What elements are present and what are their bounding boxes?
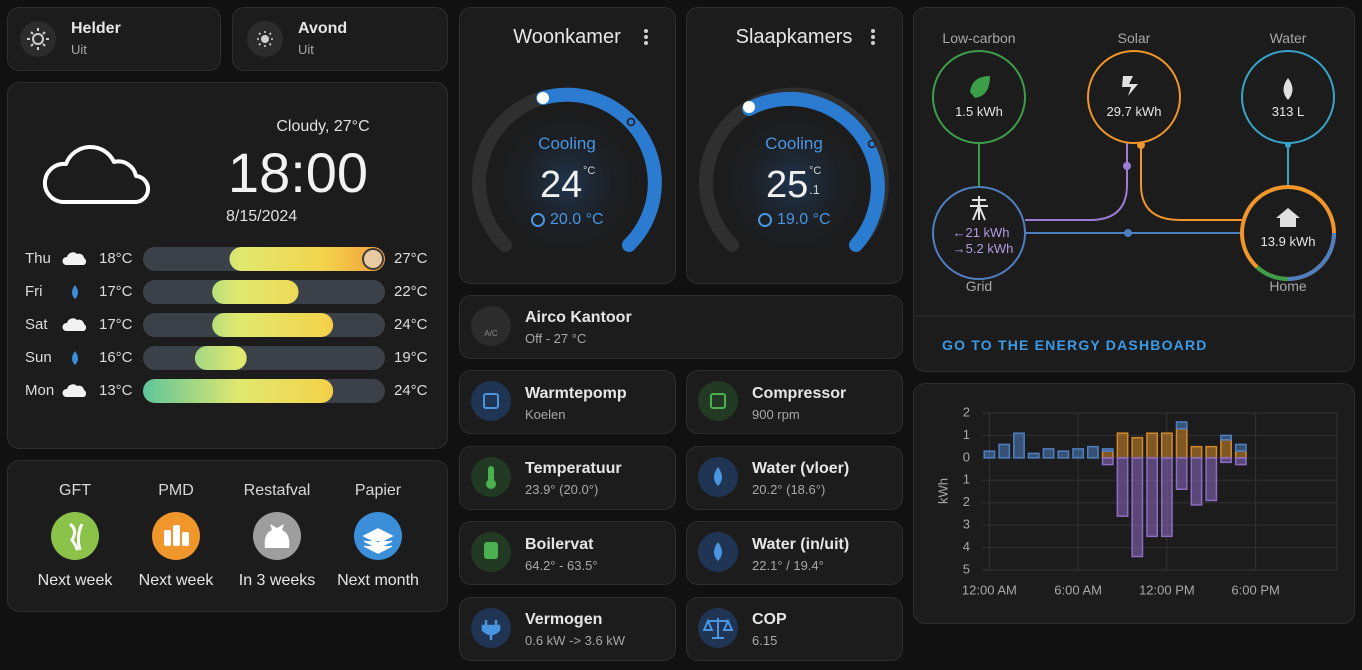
thermostat-target: 25: [766, 164, 809, 206]
flow-label: Home: [1269, 278, 1307, 294]
tile[interactable]: [459, 370, 676, 434]
tile-name: Vermogen: [525, 611, 603, 628]
energy-dashboard-link[interactable]: GO TO THE ENERGY DASHBOARD: [942, 337, 1208, 353]
waste-when: Next week: [138, 572, 214, 589]
thermostat-name: Slaapkamers: [735, 26, 853, 48]
waste-when: Next month: [337, 572, 419, 589]
scene-name: Avond: [298, 20, 348, 37]
energy-flow-card: [913, 7, 1355, 372]
tile-state: 22.1° / 19.4°: [752, 558, 824, 573]
weather-time: 18:00: [227, 141, 369, 204]
flow-label: Water: [1269, 30, 1307, 46]
thermostat-current: 19.0 °C: [777, 211, 831, 228]
tile-state: 20.2° (18.6°): [752, 482, 826, 497]
weather-date: 8/15/2024: [226, 208, 298, 225]
scene-state: Uit: [71, 42, 87, 57]
scene-card[interactable]: [232, 7, 448, 71]
waste-when: Next week: [37, 572, 113, 589]
tile-name: Water (vloer): [752, 460, 850, 477]
thermostat-name: Woonkamer: [513, 26, 621, 48]
flow-label: Solar: [1117, 30, 1151, 46]
airco-state: Off - 27 °C: [525, 331, 587, 346]
tile-state: 23.9° (20.0°): [525, 482, 599, 497]
tile-state: 900 rpm: [752, 407, 800, 422]
tile-name: Temperatuur: [525, 460, 622, 477]
thermostat-target-decimal: .1: [809, 182, 820, 197]
scene-name: Helder: [71, 20, 121, 37]
flow-grid-export: →5.2 kWh: [952, 241, 1014, 256]
thermostat-mode: Cooling: [538, 134, 596, 153]
tile[interactable]: [459, 521, 676, 585]
flow-label: Grid: [965, 278, 993, 294]
flow-value: 29.7 kWh: [1106, 104, 1162, 119]
flow-value: 13.9 kWh: [1260, 234, 1316, 249]
energy-chart-card: [913, 383, 1355, 624]
thermostat-unit: °C: [809, 165, 822, 177]
tile-state: 64.2° - 63.5°: [525, 558, 598, 573]
waste-name: Restafval: [243, 482, 311, 499]
tile[interactable]: [686, 597, 903, 661]
tile-name: Water (in/uit): [752, 536, 850, 553]
weather-condition: Cloudy, 27°C: [276, 118, 370, 135]
thermostat-unit: °C: [583, 165, 596, 177]
thermostat-target: 24: [540, 164, 583, 206]
tile[interactable]: [459, 597, 676, 661]
airco-icon-label: A/C: [484, 329, 498, 338]
airco-name: Airco Kantoor: [525, 309, 632, 326]
waste-when: In 3 weeks: [238, 572, 316, 589]
waste-name: PMD: [158, 482, 194, 499]
flow-label: Low-carbon: [942, 30, 1016, 46]
waste-name: Papier: [354, 482, 402, 499]
weather-card[interactable]: [7, 82, 448, 449]
tile-name: COP: [752, 611, 787, 628]
tile[interactable]: [686, 521, 903, 585]
thermostat-mode: Cooling: [765, 134, 823, 153]
waste-name: GFT: [59, 482, 91, 499]
scene-state: Uit: [298, 42, 314, 57]
tile-name: Boilervat: [525, 536, 594, 553]
thermostat-current: 20.0 °C: [550, 211, 604, 228]
airco-card[interactable]: [459, 295, 903, 359]
scene-card[interactable]: [7, 7, 221, 71]
flow-value: 1.5 kWh: [955, 104, 1003, 119]
flow-value: 313 L: [1271, 104, 1305, 119]
tile-state: Koelen: [525, 407, 566, 422]
tile-state: 0.6 kW -> 3.6 kW: [525, 633, 626, 648]
tile[interactable]: [686, 370, 903, 434]
flow-grid-import: ←21 kWh: [952, 225, 1010, 240]
tile-name: Compressor: [752, 385, 847, 402]
tile[interactable]: [459, 446, 676, 510]
tile-name: Warmtepomp: [525, 385, 627, 402]
tile[interactable]: [686, 446, 903, 510]
tile-state: 6.15: [752, 633, 778, 648]
